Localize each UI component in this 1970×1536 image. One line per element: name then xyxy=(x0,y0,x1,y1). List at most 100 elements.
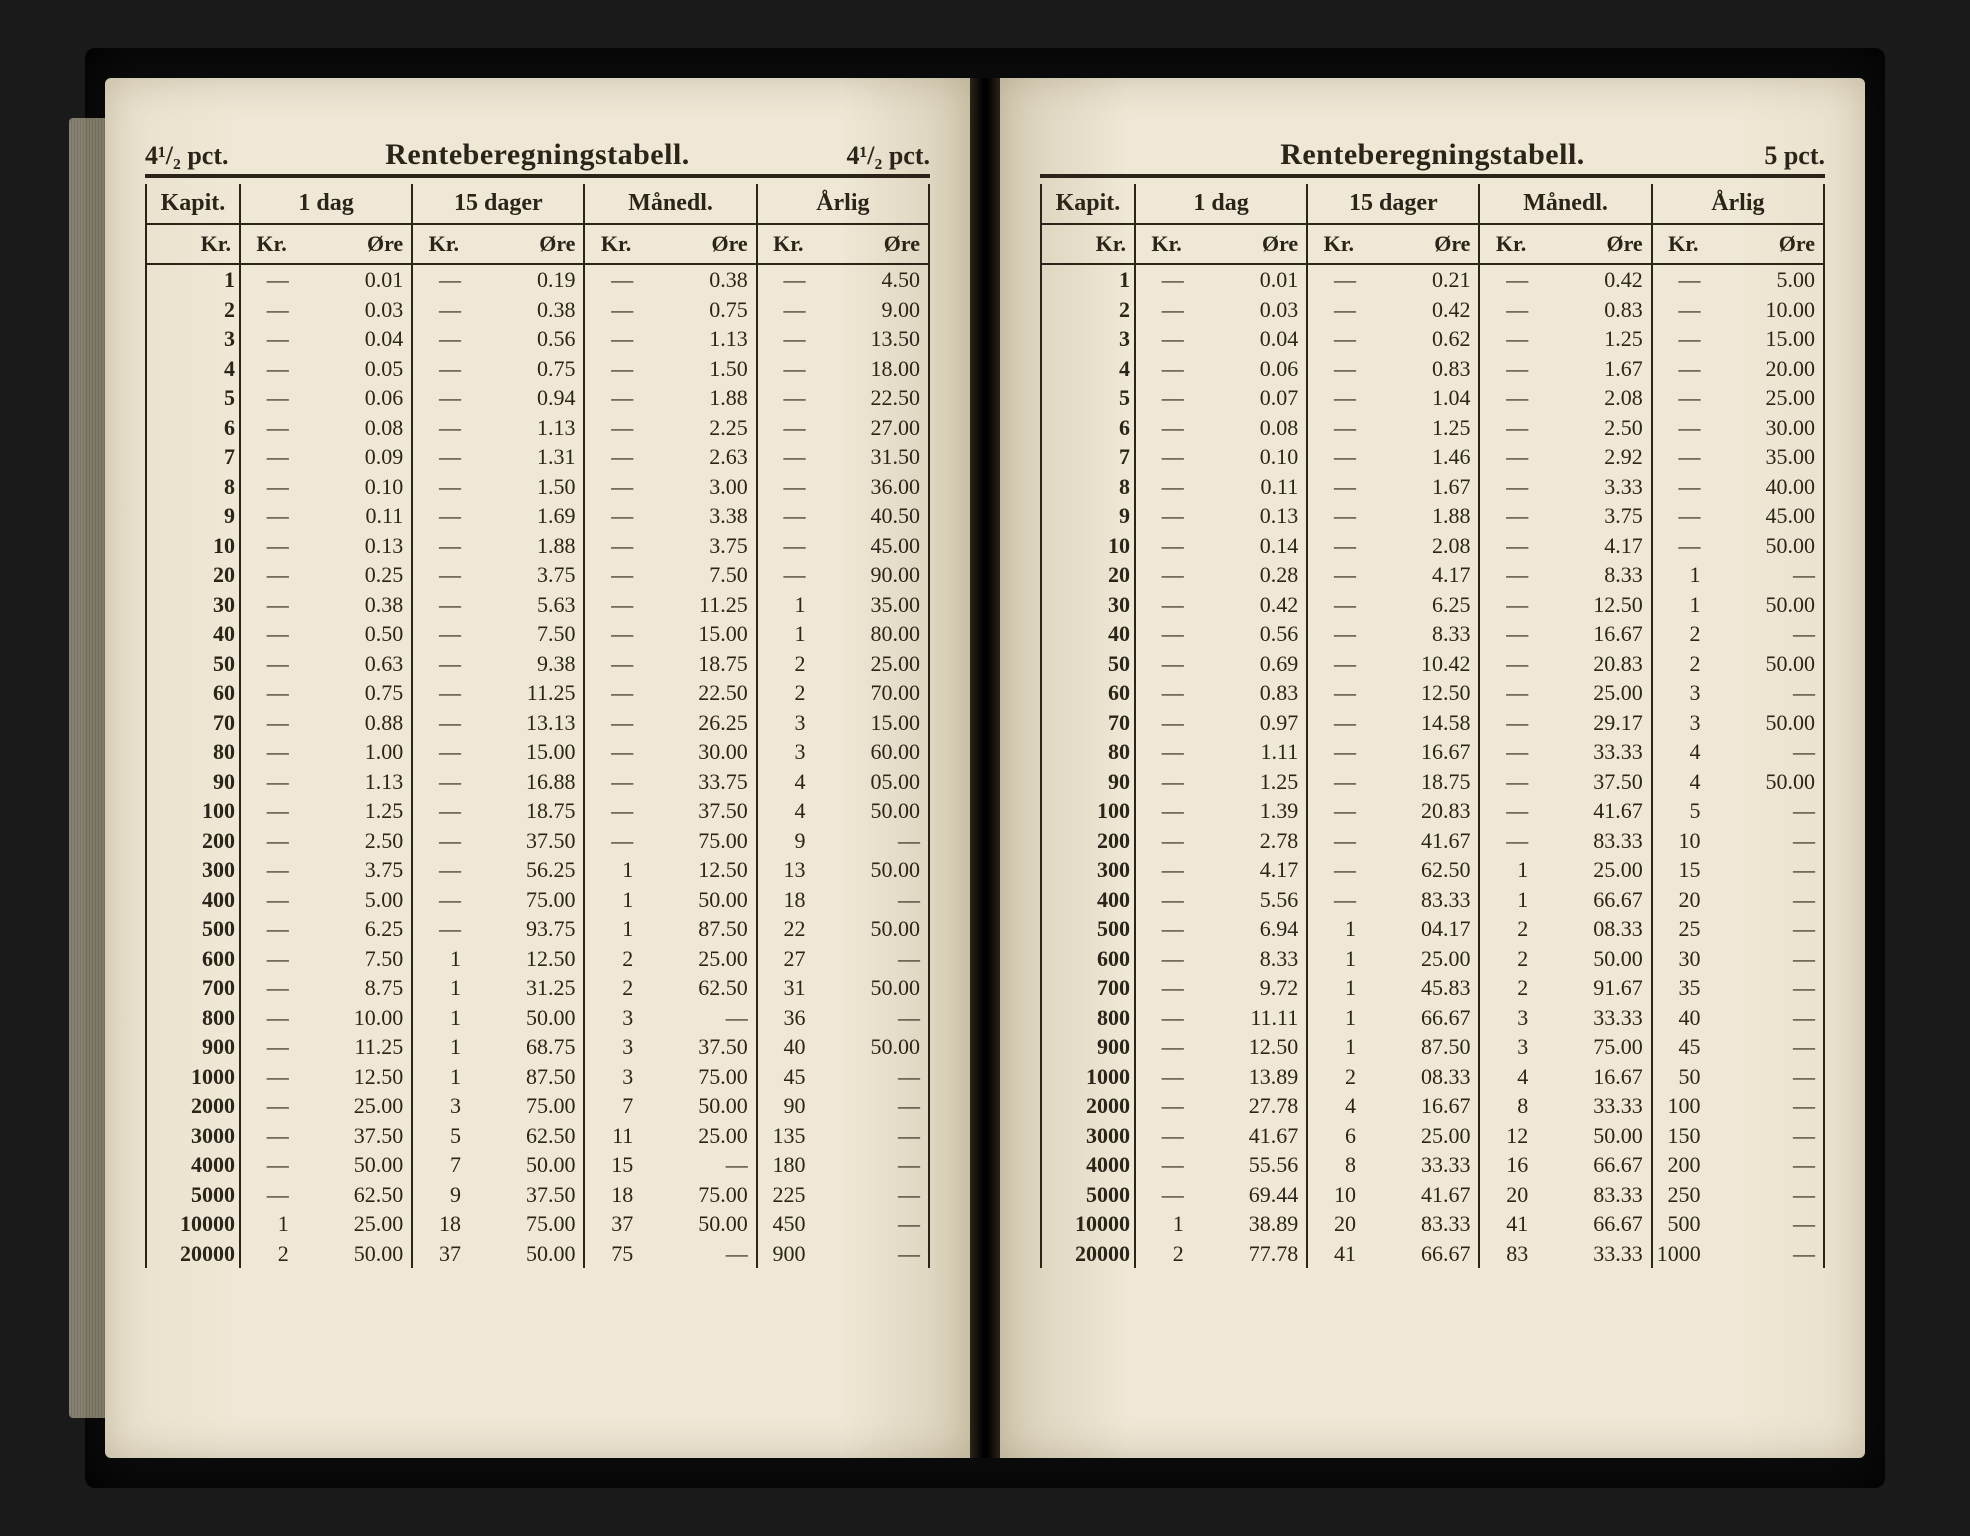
ore-cell: — xyxy=(812,1239,930,1269)
kr-cell: — xyxy=(1652,383,1707,413)
capital-cell: 600 xyxy=(146,944,240,974)
ore-cell: 9.00 xyxy=(812,295,930,325)
kr-cell: — xyxy=(240,1032,295,1062)
ore-cell: — xyxy=(1707,973,1825,1003)
table-row: 3—0.04—0.62—1.25—15.00 xyxy=(1041,324,1824,354)
table-row: 500—6.25—93.75187.502250.00 xyxy=(146,914,929,944)
table-row: 2—0.03—0.42—0.83—10.00 xyxy=(1041,295,1824,325)
kr-cell: 40 xyxy=(1652,1003,1707,1033)
kr-cell: — xyxy=(584,264,639,295)
kr-cell: — xyxy=(1307,649,1362,679)
ore-cell: 40.00 xyxy=(1707,472,1825,502)
ore-cell: 50.00 xyxy=(1707,708,1825,738)
sub-kr: Kr. xyxy=(1135,224,1190,264)
right-header: 5 pct. Renteberegningstabell. 5 pct. xyxy=(1040,138,1825,178)
kr-cell: 25 xyxy=(1652,914,1707,944)
ore-cell: 75.00 xyxy=(639,1062,756,1092)
ore-cell: — xyxy=(1707,1209,1825,1239)
ore-cell: 5.00 xyxy=(295,885,412,915)
table-row: 80—1.00—15.00—30.00360.00 xyxy=(146,737,929,767)
capital-cell: 900 xyxy=(146,1032,240,1062)
kr-cell: 22 xyxy=(757,914,812,944)
kr-cell: — xyxy=(584,295,639,325)
kr-cell: 11 xyxy=(584,1121,639,1151)
ore-cell: — xyxy=(1707,796,1825,826)
kr-cell: 1 xyxy=(1307,1003,1362,1033)
capital-cell: 50 xyxy=(1041,649,1135,679)
capital-cell: 10 xyxy=(1041,531,1135,561)
ore-cell: 7.50 xyxy=(639,560,756,590)
capital-cell: 4 xyxy=(1041,354,1135,384)
ore-cell: 26.25 xyxy=(639,708,756,738)
ore-cell: 50.00 xyxy=(1707,649,1825,679)
kr-cell: — xyxy=(1307,383,1362,413)
capital-cell: 700 xyxy=(1041,973,1135,1003)
sub-kr: Kr. xyxy=(412,224,467,264)
kr-cell: — xyxy=(1307,826,1362,856)
ore-cell: — xyxy=(812,1150,930,1180)
ore-cell: 18.00 xyxy=(812,354,930,384)
kr-cell: — xyxy=(1135,826,1190,856)
ore-cell: 75.00 xyxy=(467,1209,584,1239)
kr-cell: 12 xyxy=(1479,1121,1534,1151)
sub-ore: Øre xyxy=(812,224,930,264)
ore-cell: 1.25 xyxy=(295,796,412,826)
ore-cell: 50.00 xyxy=(295,1150,412,1180)
ore-cell: 0.11 xyxy=(295,501,412,531)
ore-cell: 0.11 xyxy=(1190,472,1307,502)
capital-cell: 4000 xyxy=(146,1150,240,1180)
ore-cell: 50.00 xyxy=(467,1239,584,1269)
ore-cell: 1.67 xyxy=(1362,472,1479,502)
ore-cell: 0.75 xyxy=(639,295,756,325)
kr-cell: — xyxy=(240,1150,295,1180)
kr-cell: — xyxy=(240,796,295,826)
kr-cell: 2 xyxy=(757,649,812,679)
kr-cell: — xyxy=(584,442,639,472)
capital-cell: 4000 xyxy=(1041,1150,1135,1180)
ore-cell: 70.00 xyxy=(812,678,930,708)
ore-cell: 1.25 xyxy=(1362,413,1479,443)
capital-cell: 800 xyxy=(146,1003,240,1033)
capital-cell: 30 xyxy=(146,590,240,620)
table-row: 100—1.39—20.83—41.675— xyxy=(1041,796,1824,826)
group-header-row: Kapit. 1 dag 15 dager Månedl. Årlig xyxy=(146,184,929,224)
ore-cell: 10.00 xyxy=(1707,295,1825,325)
table-row: 20—0.25—3.75—7.50—90.00 xyxy=(146,560,929,590)
kr-cell: — xyxy=(240,708,295,738)
capital-cell: 3000 xyxy=(146,1121,240,1151)
ore-cell: — xyxy=(639,1239,756,1269)
ore-cell: 56.25 xyxy=(467,855,584,885)
ore-cell: 41.67 xyxy=(1534,796,1651,826)
kr-cell: 15 xyxy=(584,1150,639,1180)
kr-cell: 250 xyxy=(1652,1180,1707,1210)
kr-cell: 3 xyxy=(584,1032,639,1062)
page-title-right: Renteberegningstabell. xyxy=(1280,138,1585,172)
ore-cell: 41.67 xyxy=(1362,826,1479,856)
kr-cell: 10 xyxy=(1652,826,1707,856)
kr-cell: — xyxy=(757,472,812,502)
kr-cell: — xyxy=(584,324,639,354)
kr-cell: — xyxy=(240,413,295,443)
kr-cell: 1 xyxy=(412,1062,467,1092)
capital-cell: 1 xyxy=(146,264,240,295)
ore-cell: 18.75 xyxy=(1362,767,1479,797)
kr-cell: — xyxy=(1135,708,1190,738)
ore-cell: 68.75 xyxy=(467,1032,584,1062)
ore-cell: 60.00 xyxy=(812,737,930,767)
ore-cell: 8.33 xyxy=(1362,619,1479,649)
ore-cell: 1.04 xyxy=(1362,383,1479,413)
ore-cell: 13.50 xyxy=(812,324,930,354)
table-row: 60—0.83—12.50—25.003— xyxy=(1041,678,1824,708)
capital-cell: 8 xyxy=(1041,472,1135,502)
table-row: 400—5.00—75.00150.0018— xyxy=(146,885,929,915)
ore-cell: 50.00 xyxy=(1707,590,1825,620)
ore-cell: 3.00 xyxy=(639,472,756,502)
ore-cell: 62.50 xyxy=(639,973,756,1003)
ore-cell: 13.89 xyxy=(1190,1062,1307,1092)
ore-cell: 8.33 xyxy=(1190,944,1307,974)
ore-cell: 2.50 xyxy=(1534,413,1651,443)
kr-cell: 2 xyxy=(584,973,639,1003)
ore-cell: 45.00 xyxy=(1707,501,1825,531)
ore-cell: 0.01 xyxy=(295,264,412,295)
kr-cell: — xyxy=(757,560,812,590)
